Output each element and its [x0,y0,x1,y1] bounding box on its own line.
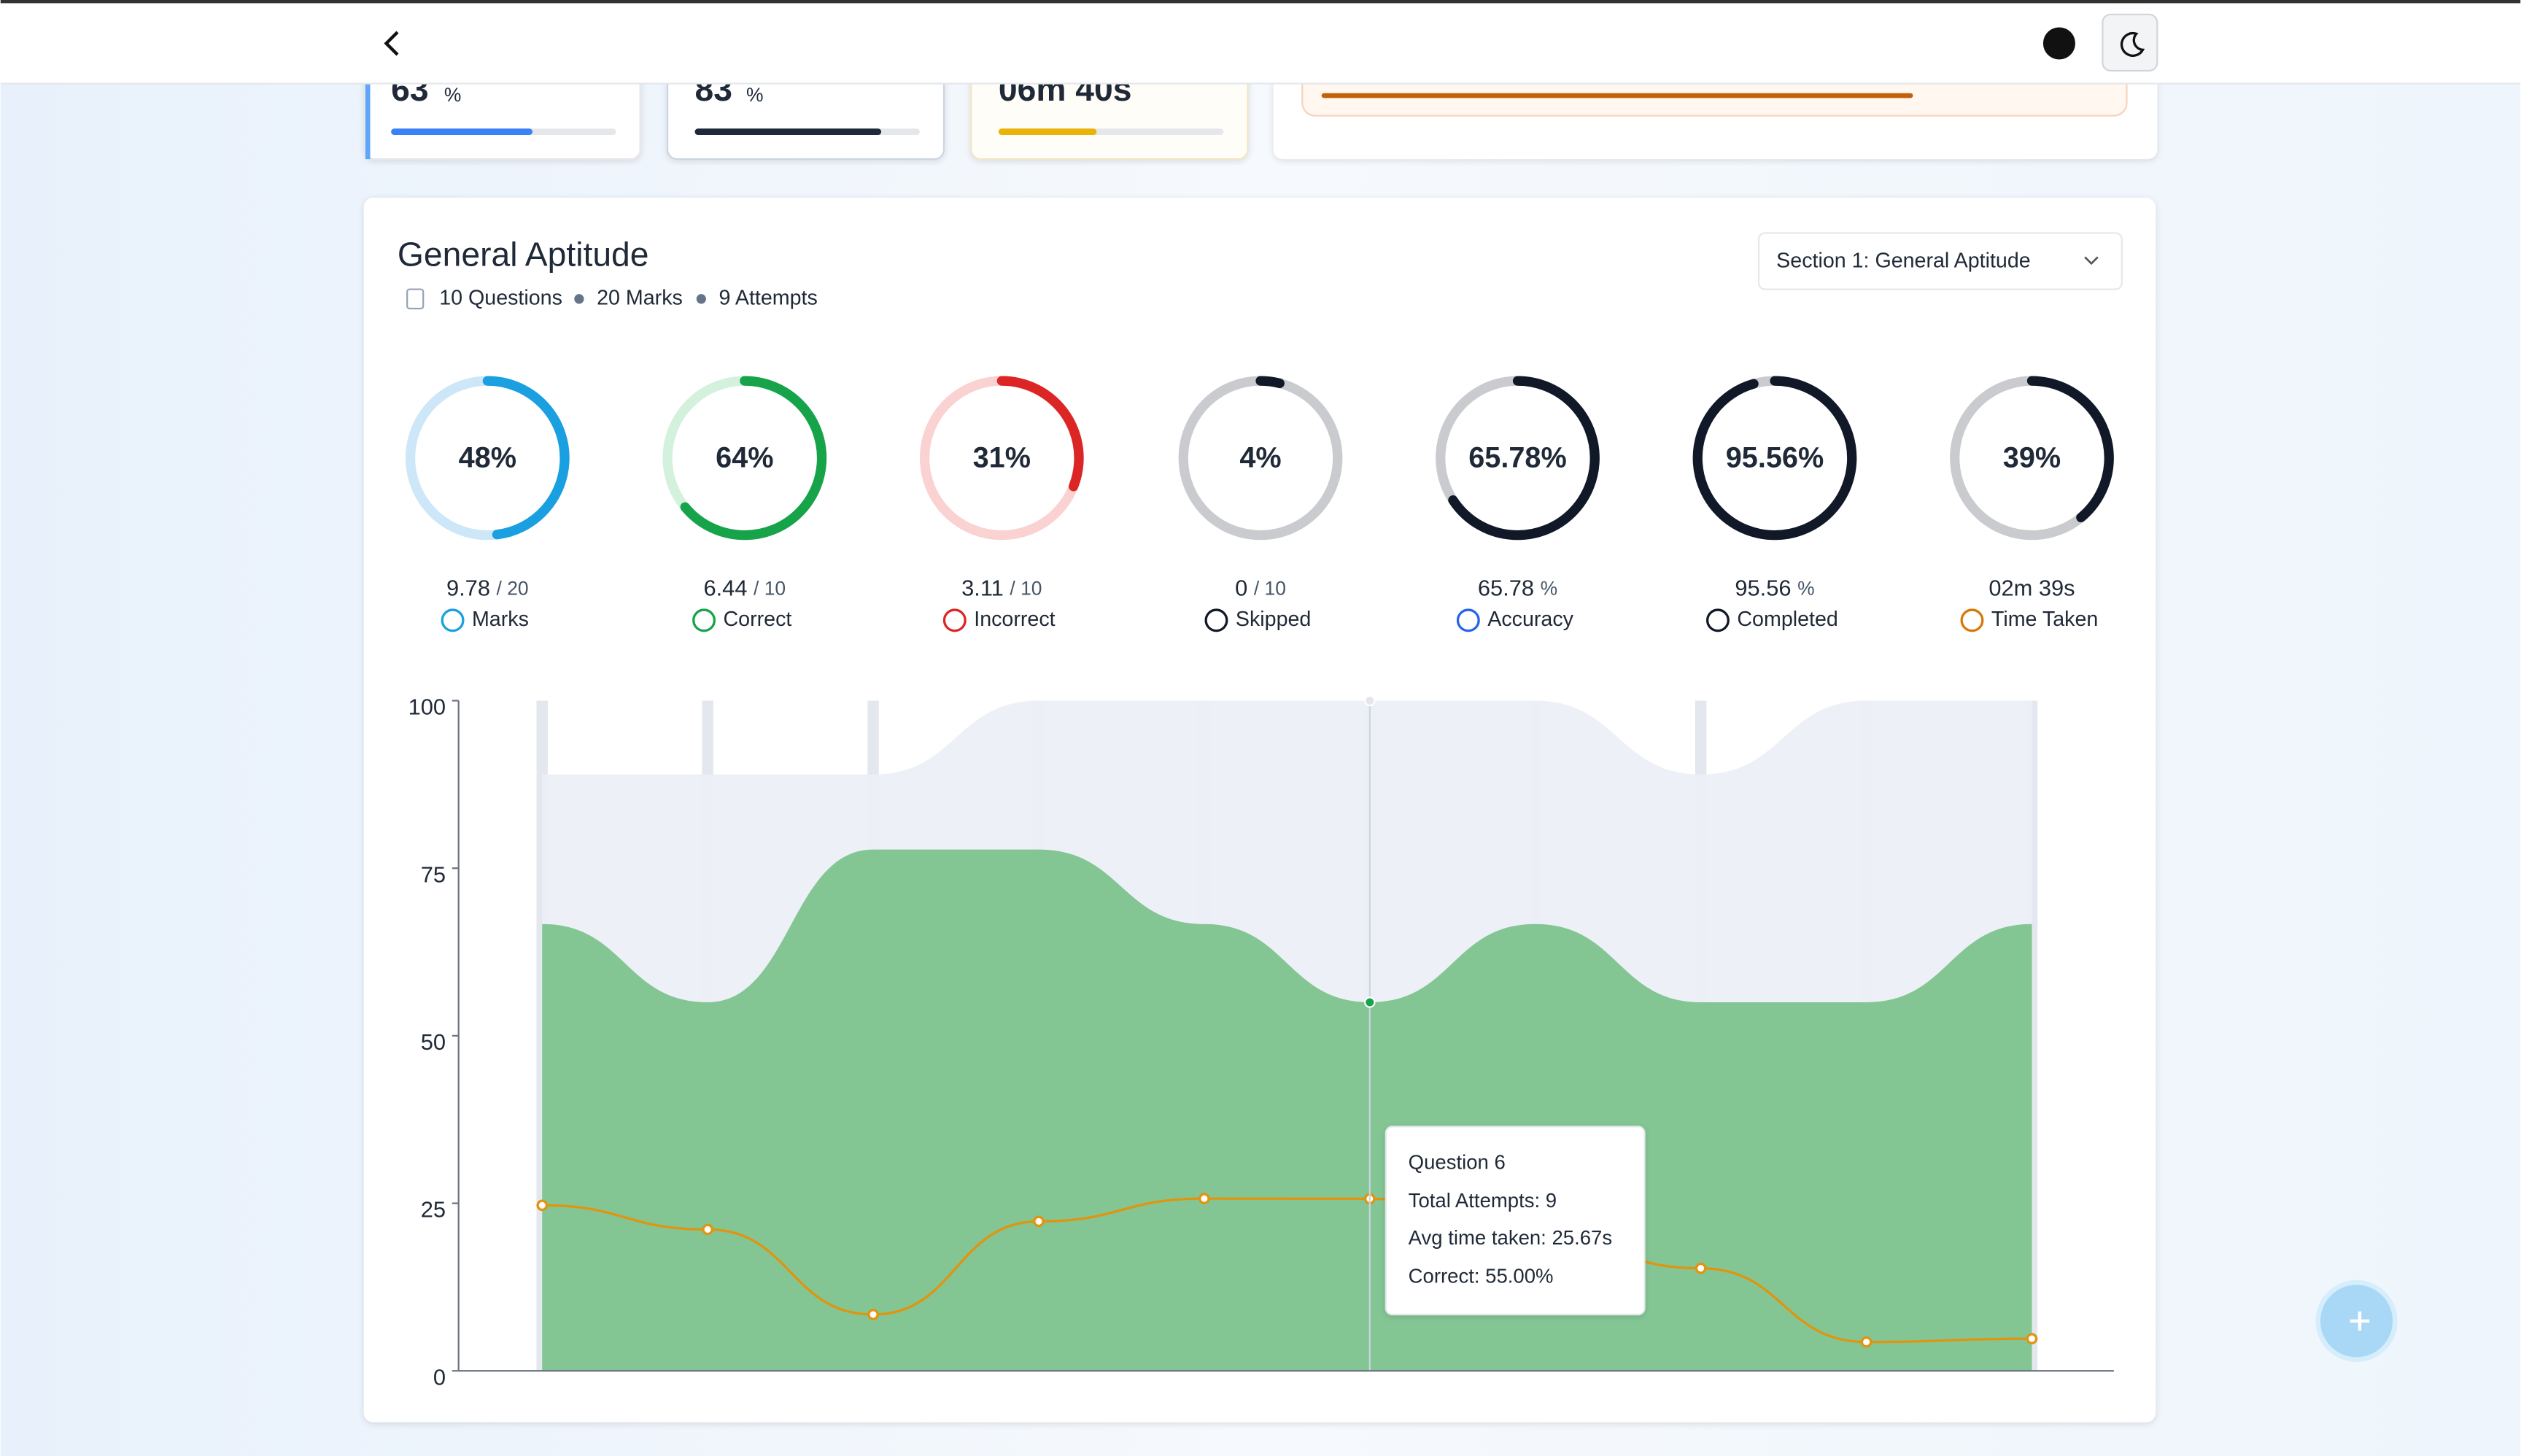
ring-label: 31% [973,442,1031,474]
ring-progress [1436,376,1600,541]
header [0,0,2521,84]
point [1033,1215,1045,1228]
ring-progress [1178,376,1343,541]
stat-number: 65.78 [1478,576,1534,601]
meta-icon [406,288,425,310]
stat-icon [1204,608,1228,632]
progress [998,128,1097,136]
ring-progress [405,376,570,541]
area [542,849,2032,1371]
meta-item: 9 Attempts [719,286,818,309]
ring-progress [1950,376,2114,541]
chart: 0 25 50 75 100 Question 6 Total Attempts: 9 Avg… [408,694,2114,1390]
stat-unit: / 20 [497,578,529,600]
stat-label: Time Taken [1991,608,2098,631]
stat-value: 95.56 % [1735,576,1814,601]
ring-label: 39% [2003,442,2061,474]
stat-value: 0 / 10 [1235,576,1286,601]
stat-value: 02m 39s [1988,576,2075,601]
y-tick-label: 75 [421,861,446,887]
back-button[interactable] [384,31,399,56]
stat-label: Accuracy [1487,608,1573,631]
y-tick-label: 25 [421,1197,446,1223]
stat-number: 02m 39s [1988,576,2075,601]
point [867,1309,879,1320]
meta-item: 20 Marks [597,286,683,309]
section-title: General Aptitude [398,236,649,274]
point [702,1223,713,1236]
point [1198,1193,1210,1204]
card-unit: % [444,84,462,106]
meta-dot [696,294,706,304]
ring-progress [919,376,1084,541]
stat-number: 95.56 [1735,576,1791,601]
stat-number: 0 [1235,576,1247,601]
stat-icon [1705,608,1730,632]
meta-item: 10 Questions [439,286,562,309]
stat-value: 65.78 % [1478,576,1557,601]
stat-number: 9.78 [446,576,490,601]
tooltip-title: Question 6 [1409,1150,1506,1173]
stat-label: Skipped [1236,608,1311,631]
stat-label: Correct [724,608,792,631]
stat-icon [441,608,465,632]
stat-icon [1960,608,1984,632]
point [1695,1262,1707,1274]
stat-label: Incorrect [974,608,1055,631]
point [1860,1336,1873,1348]
stat-unit: / 10 [1010,578,1042,600]
section-dropdown[interactable] [1757,232,2123,290]
tooltip-attempts: Total Attempts: 9 [1409,1189,1557,1212]
top-line [0,0,2521,4]
progress [694,128,882,136]
stat-icon [692,608,716,632]
card-unit: % [746,84,763,106]
line [542,1197,2032,1344]
stat-icon [942,608,967,632]
dropdown-label: Section 1: General Aptitude [1776,249,2031,273]
card-accent [365,32,371,160]
tooltip-time: Avg time taken: 25.67s [1409,1226,1612,1249]
ring-label: 4% [1239,442,1281,474]
avatar[interactable] [2042,27,2075,60]
stat-unit: / 10 [1254,578,1286,600]
hover-point [1364,996,1376,1008]
sparkle-icon [2350,1311,2370,1331]
hover-point [1364,694,1376,707]
y-tick-label: 100 [408,694,446,720]
tooltip-correct: Correct: 55.00% [1409,1265,1554,1287]
stat-value: 6.44 / 10 [703,576,786,601]
meta-dot [574,294,584,304]
theme-toggle[interactable] [2102,13,2158,72]
stat-unit: % [1797,578,1815,600]
moon-icon [2120,31,2145,57]
stat-value: 3.11 / 10 [961,576,1042,601]
point [2026,1333,2038,1344]
stats: 48% 9.78 / 20 Marks 64% 6.44 / 10 Correct 31% 3… [405,376,2114,632]
stat-number: 3.11 [961,576,1004,601]
ring-label: 64% [716,442,773,474]
ring-progress [1692,376,1857,541]
progress [391,128,533,136]
ring-label: 95.56% [1726,442,1824,474]
progress [1321,93,1913,98]
y-tick-label: 0 [433,1364,446,1390]
stat-label: Completed [1737,608,1837,631]
ring-label: 48% [459,442,516,474]
y-tick-label: 50 [421,1029,446,1055]
ring-progress [662,376,827,541]
point [536,1199,549,1212]
stat-label: Marks [472,608,529,631]
stat-unit: % [1541,578,1558,600]
stat-value: 9.78 / 20 [446,576,529,601]
stat-icon [1456,608,1480,632]
tooltip [1385,1126,1646,1316]
dropdown-chevron [2084,256,2099,266]
stat-number: 6.44 [703,576,747,601]
stat-unit: / 10 [754,578,786,600]
ring-label: 65.78% [1468,442,1566,474]
